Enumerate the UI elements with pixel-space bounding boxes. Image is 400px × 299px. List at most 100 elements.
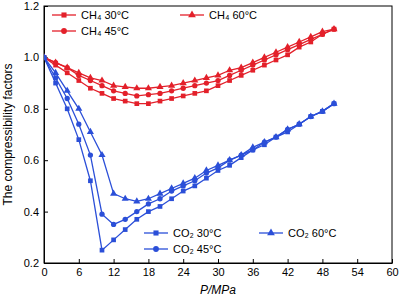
marker xyxy=(214,71,221,77)
x-axis-title: P/MPa xyxy=(200,283,236,297)
tick-label: 0.8 xyxy=(24,103,39,115)
marker xyxy=(192,83,197,88)
legend-item: CH₄ 60°C xyxy=(180,9,257,21)
series-line xyxy=(44,29,334,96)
marker xyxy=(285,127,290,132)
marker xyxy=(111,238,116,243)
tick-label: 1.0 xyxy=(24,51,39,63)
tick: 48 xyxy=(317,259,329,278)
tick-label: 42 xyxy=(282,266,294,278)
marker xyxy=(297,122,302,127)
marker xyxy=(215,165,220,170)
tick-label: 30 xyxy=(212,266,224,278)
marker xyxy=(226,66,233,72)
legend-marker xyxy=(153,246,159,252)
marker xyxy=(320,32,325,37)
marker xyxy=(192,91,197,96)
data-layer xyxy=(44,25,338,252)
marker xyxy=(169,196,174,201)
y-axis-title: The compressibility factors xyxy=(1,63,15,205)
marker xyxy=(250,148,255,153)
marker xyxy=(53,60,58,65)
legend-item: CH₄ 45°C xyxy=(52,25,129,37)
marker xyxy=(100,91,105,96)
legend: CH₄ 30°CCH₄ 60°CCH₄ 45°CCO₂ 30°CCO₂ 60°C… xyxy=(52,9,336,255)
plot: 061218243036424854600.20.40.60.81.01.2CH… xyxy=(24,0,399,278)
tick: 12 xyxy=(108,259,120,278)
marker xyxy=(180,79,187,85)
marker xyxy=(157,196,162,201)
marker xyxy=(134,209,139,214)
tick: 1.0 xyxy=(24,51,48,63)
marker xyxy=(181,86,186,91)
marker xyxy=(285,47,290,52)
tick-label: 48 xyxy=(317,266,329,278)
marker xyxy=(76,73,81,78)
tick-mark xyxy=(218,259,219,263)
marker xyxy=(274,58,279,63)
marker xyxy=(87,128,94,134)
marker xyxy=(320,109,325,114)
marker xyxy=(227,163,232,168)
marker xyxy=(168,82,175,88)
marker xyxy=(204,88,209,93)
marker xyxy=(331,101,336,106)
tick-label: 0.4 xyxy=(24,206,39,218)
tick-label: 54 xyxy=(352,266,364,278)
legend-marker xyxy=(61,28,67,34)
marker xyxy=(100,248,105,253)
legend-marker xyxy=(61,12,66,17)
tick-mark xyxy=(357,259,358,263)
marker xyxy=(146,209,151,214)
marker xyxy=(123,227,128,232)
axis-line xyxy=(45,263,393,264)
tick: 60 xyxy=(386,259,398,278)
marker xyxy=(146,92,151,97)
marker xyxy=(110,82,117,88)
series-line xyxy=(44,57,334,201)
legend-marker xyxy=(267,229,275,236)
plot-frame xyxy=(44,6,392,263)
marker xyxy=(99,83,104,88)
tick-label: 12 xyxy=(108,266,120,278)
marker xyxy=(192,178,197,183)
tick-mark xyxy=(392,259,393,263)
marker xyxy=(285,52,290,57)
marker xyxy=(134,93,139,98)
tick-mark xyxy=(44,212,48,213)
tick: 1.2 xyxy=(24,0,48,12)
tick: 0.2 xyxy=(24,257,48,269)
tick-label: 24 xyxy=(178,266,190,278)
marker xyxy=(44,53,48,59)
marker xyxy=(331,26,336,31)
marker xyxy=(273,134,278,139)
tick-mark xyxy=(148,259,149,263)
marker xyxy=(169,88,174,93)
marker xyxy=(204,170,209,175)
marker xyxy=(146,101,151,106)
marker xyxy=(181,94,186,99)
marker xyxy=(157,91,162,96)
tick-mark xyxy=(79,259,80,263)
marker xyxy=(297,42,302,47)
legend-label: CO₂ 30°C xyxy=(173,227,221,239)
marker xyxy=(308,114,313,119)
tick: 30 xyxy=(212,259,224,278)
marker xyxy=(320,32,325,37)
legend-label: CH₄ 60°C xyxy=(209,9,257,21)
marker xyxy=(64,87,71,93)
marker xyxy=(145,84,152,90)
marker xyxy=(216,83,221,88)
marker xyxy=(227,73,232,78)
marker xyxy=(122,195,129,201)
marker xyxy=(88,86,93,91)
marker xyxy=(146,201,151,206)
marker xyxy=(134,217,139,222)
legend-label: CH₄ 45°C xyxy=(81,25,129,37)
marker xyxy=(262,63,267,68)
marker xyxy=(250,147,255,152)
marker xyxy=(110,189,117,195)
marker xyxy=(169,96,174,101)
marker xyxy=(123,91,128,96)
marker xyxy=(122,83,129,89)
